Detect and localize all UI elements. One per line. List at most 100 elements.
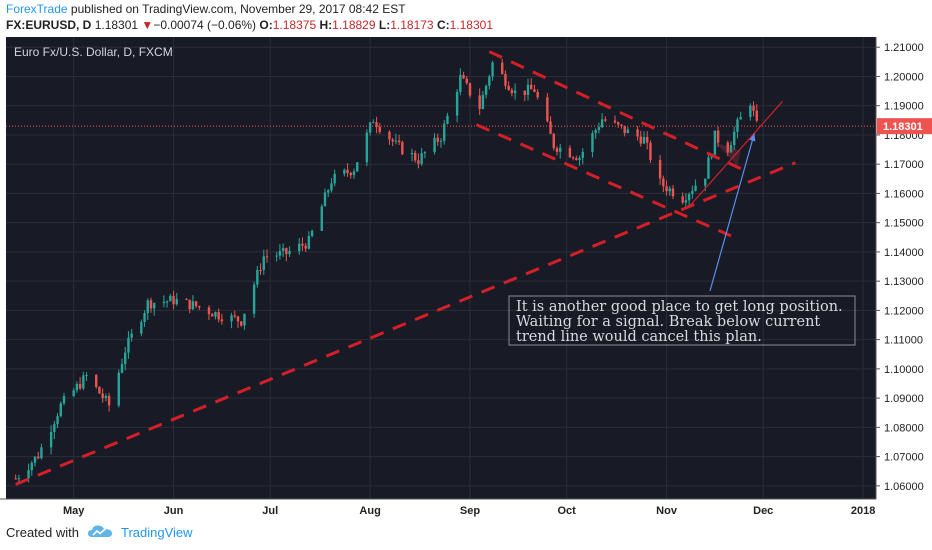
candle-body [649, 142, 652, 161]
price-ticks: 1.210001.200001.190001.180001.170001.160… [876, 42, 924, 493]
candle-body [488, 76, 491, 86]
candle-body [417, 160, 420, 164]
symbol-name: FX:EURUSD, D [6, 18, 92, 32]
chart-background[interactable] [6, 37, 876, 499]
candle-body [504, 73, 507, 86]
candle-body [120, 364, 124, 373]
price-change: −0.00074 (−0.06%) [153, 18, 257, 32]
candle-body [617, 122, 620, 125]
publisher-name[interactable]: ForexTrade [6, 2, 68, 16]
tradingview-brand[interactable]: TradingView [120, 524, 193, 540]
candle-body [575, 158, 578, 160]
time-axis[interactable] [0, 499, 932, 520]
time-tick-label: Sep [460, 505, 480, 517]
chart-title: Euro Fx/U.S. Dollar, D, FXCM [14, 45, 173, 59]
price-tick-label: 1.08000 [884, 422, 924, 434]
candle-body [165, 301, 169, 303]
candle-body [256, 269, 259, 285]
candle-body [162, 301, 166, 304]
candle-body [729, 145, 733, 153]
close-label: C: [436, 18, 450, 32]
candle-body [436, 137, 439, 142]
candle-body [372, 122, 375, 124]
candle-body [98, 386, 101, 394]
price-tick-label: 1.11000 [884, 335, 923, 347]
triangle-shape [714, 142, 741, 166]
price-tick-label: 1.12000 [884, 305, 924, 317]
candle-body [27, 470, 30, 479]
candle-body [143, 313, 146, 323]
candle-body [510, 90, 514, 94]
candle-body [220, 319, 224, 322]
candle-body [620, 124, 623, 126]
candle-body [101, 393, 104, 399]
candle-body [198, 306, 201, 308]
candle-body [62, 396, 66, 404]
candle-series [14, 58, 758, 483]
candle-body [523, 90, 526, 95]
candle-body [146, 300, 149, 314]
candle-body [733, 131, 736, 146]
annotation-line-3: trend line would cancel this plan. [516, 329, 762, 345]
candle-body [175, 299, 178, 305]
candle-body [530, 84, 533, 90]
candle-body [346, 169, 349, 173]
candle-body [330, 183, 333, 191]
candle-body [513, 90, 517, 94]
candle-body [749, 105, 752, 117]
candle-body [194, 301, 198, 307]
price-tick-label: 1.15000 [884, 218, 924, 230]
candle-body [414, 153, 417, 161]
candle-body [14, 478, 17, 480]
price-tick-label: 1.07000 [884, 452, 924, 464]
annotation-box[interactable]: It is another good place to get long pos… [508, 295, 856, 346]
candle-body [281, 248, 285, 251]
tradingview-cloud-icon[interactable] [87, 524, 113, 540]
candle-body [262, 256, 265, 270]
symbol-info-bar: FX:EURUSD, D 1.18301 ▼−0.00074 (−0.06%) … [6, 18, 493, 32]
candle-body [185, 299, 188, 301]
price-tick-label: 1.16000 [884, 188, 924, 200]
candle-body [333, 173, 336, 184]
candle-body [658, 160, 662, 179]
candle-body [533, 89, 536, 92]
candle-body [259, 269, 262, 271]
candle-body [687, 194, 691, 201]
candle-body [401, 142, 404, 155]
annotation-arrow [709, 133, 755, 292]
time-tick-label: Aug [359, 505, 380, 517]
candle-body [491, 62, 494, 77]
candle-body [288, 251, 291, 255]
time-ticks: May Jun Jul Aug Sep Oct Nov Dec 2018 [63, 505, 875, 517]
candle-body [739, 116, 742, 120]
time-tick-label: Dec [753, 505, 773, 517]
price-axis[interactable] [876, 37, 932, 520]
drawing-overlays [6, 50, 876, 486]
candle-body [684, 200, 688, 203]
price-label-text: 1.18301 [883, 121, 923, 133]
publish-info: ForexTrade published on TradingView.com,… [6, 2, 406, 16]
solid-trend-line [688, 100, 784, 207]
candle-body [552, 133, 555, 149]
price-tick-label: 1.13000 [884, 276, 924, 288]
candle-body [352, 171, 356, 176]
candle-body [423, 152, 427, 154]
candle-body [755, 110, 758, 121]
price-tick-label: 1.14000 [884, 247, 924, 259]
price-tick-label: 1.10000 [884, 364, 924, 376]
last-price: 1.18301 [94, 18, 139, 32]
candle-body [484, 85, 488, 95]
down-arrow-icon: ▼ [141, 18, 154, 32]
candle-body [694, 185, 697, 191]
annotation-line-1: It is another good place to get long pos… [516, 299, 843, 315]
candle-body [604, 119, 607, 121]
price-chart[interactable]: Euro Fx/U.S. Dollar, D, FXCM 1.21000 1.20… [0, 37, 932, 520]
candle-body [481, 94, 485, 109]
candle-body [665, 186, 668, 192]
candle-body [327, 190, 330, 193]
price-tick-label: 1.06000 [884, 481, 924, 493]
close-value: 1.18301 [449, 18, 494, 32]
candle-body [375, 122, 378, 127]
candle-body [127, 337, 130, 353]
candle-body [217, 312, 220, 320]
